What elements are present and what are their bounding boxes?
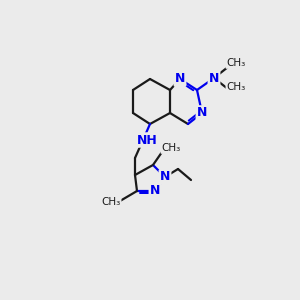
Text: N: N [150, 184, 160, 197]
Text: N: N [197, 106, 207, 119]
Text: CH₃: CH₃ [226, 82, 246, 92]
Text: CH₃: CH₃ [226, 58, 246, 68]
Text: CH₃: CH₃ [101, 197, 121, 207]
Text: NH: NH [136, 134, 158, 146]
Text: N: N [209, 71, 219, 85]
Text: N: N [160, 170, 170, 184]
Text: CH₃: CH₃ [161, 143, 181, 153]
Text: N: N [175, 73, 185, 85]
